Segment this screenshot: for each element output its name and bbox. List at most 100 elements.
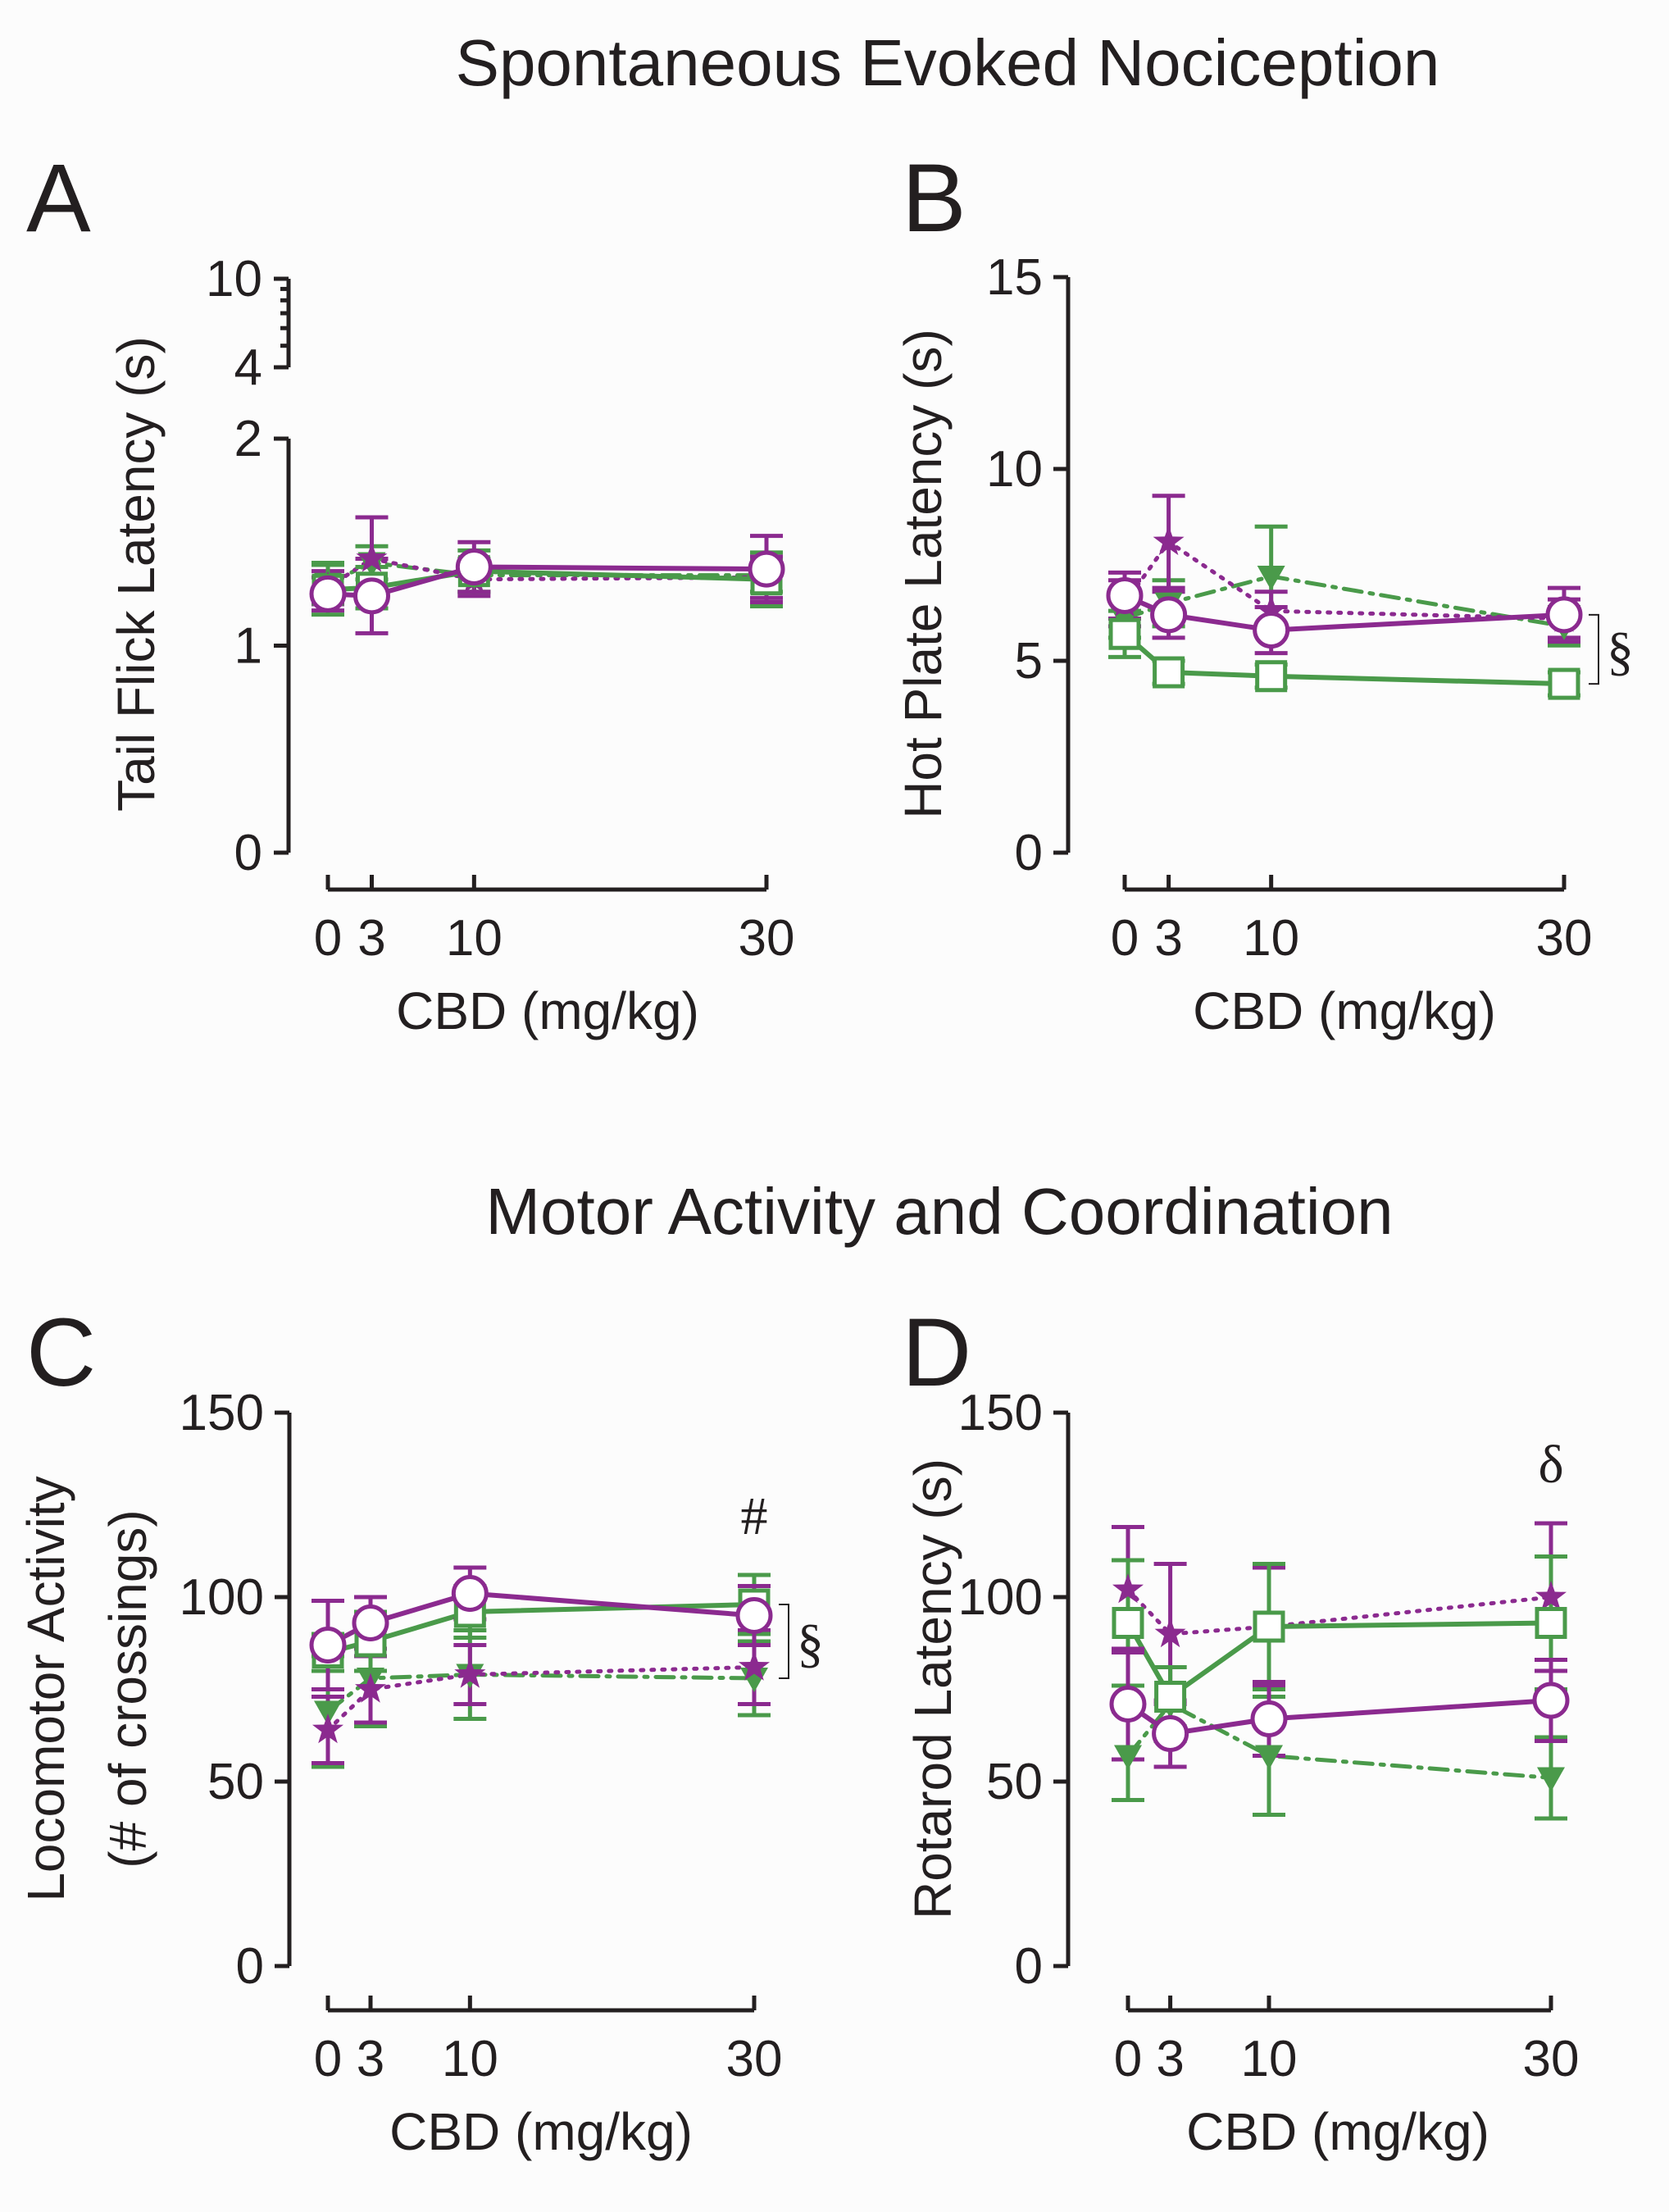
data-point-purple_circle [309, 575, 347, 612]
x-tick-label: 10 [1241, 2031, 1298, 2087]
data-point-purple_star [739, 1650, 770, 1681]
data-point-green_square [1253, 1610, 1285, 1643]
x-tick-label: 30 [739, 910, 795, 967]
y-tick-label: 100 [958, 1569, 1043, 1626]
data-point-green_square [1112, 1607, 1144, 1639]
significance-symbol: § [1607, 621, 1634, 681]
data-point-green_square [1255, 660, 1288, 693]
data-point-purple_circle [451, 1575, 489, 1612]
section-title-motor: Motor Activity and Coordination [485, 1175, 1393, 1248]
x-tick-label: 0 [314, 910, 342, 967]
data-point-green_triangle [314, 1700, 342, 1726]
x-axis-title: CBD (mg/kg) [389, 2102, 693, 2161]
data-point-purple_circle [1109, 1686, 1147, 1723]
y-tick-label: 150 [958, 1385, 1043, 1441]
y-tick-label: 4 [234, 339, 262, 396]
data-point-green_square [1154, 1681, 1187, 1713]
significance-symbol: δ [1538, 1435, 1563, 1495]
data-point-purple_star [1112, 1573, 1144, 1604]
data-point-purple_star [1154, 1618, 1186, 1648]
series-line-green_triangle [1122, 574, 1567, 629]
series-line-purple_star [1126, 1587, 1553, 1636]
data-point-green_square [1548, 667, 1580, 700]
series-line-purple_star [325, 556, 769, 590]
y-axis-subtitle: (# of crossings) [98, 1509, 157, 1868]
data-point-green_square [1535, 1607, 1567, 1639]
data-point-purple_circle [1545, 596, 1583, 634]
data-point-purple_circle [735, 1597, 773, 1634]
data-point-purple_circle [748, 550, 785, 588]
data-point-purple_circle [1253, 612, 1290, 649]
series-line-green_triangle [325, 1672, 757, 1714]
y-tick-label: 10 [986, 441, 1043, 498]
y-axis-title: Tail Flick Latency (s) [107, 336, 166, 812]
y-tick-label: 0 [1015, 1938, 1043, 1995]
x-tick-label: 3 [1156, 2031, 1184, 2087]
series-line-purple_circle [325, 1591, 757, 1648]
data-point-green_triangle [1114, 1745, 1142, 1770]
data-point-green_square [1153, 656, 1185, 689]
series-line-purple_star [325, 1665, 757, 1732]
y-axis-title: Hot Plate Latency (s) [894, 329, 953, 819]
series-line-green_triangle [1126, 1701, 1553, 1780]
x-tick-label: 10 [1243, 910, 1299, 967]
x-tick-label: 0 [314, 2031, 342, 2087]
panel-letter-c: C [26, 1299, 96, 1407]
y-tick-label: 1 [234, 618, 262, 675]
data-point-purple_star [1255, 594, 1287, 625]
data-point-green_triangle [1537, 1767, 1565, 1792]
data-point-purple_star [454, 1658, 486, 1688]
series-line-green_square [325, 1602, 757, 1655]
series-line-green_square [1122, 631, 1567, 687]
significance-symbol: # [741, 1486, 768, 1546]
x-tick-label: 30 [1523, 2031, 1580, 2087]
data-point-green_triangle [1255, 1745, 1283, 1770]
y-tick-label: 5 [1015, 633, 1043, 690]
x-tick-label: 3 [357, 910, 385, 967]
x-tick-label: 10 [442, 2031, 498, 2087]
data-point-purple_star [312, 1714, 343, 1744]
y-tick-label: 50 [207, 1754, 264, 1810]
x-tick-label: 30 [1536, 910, 1593, 967]
data-point-purple_circle [1250, 1700, 1288, 1737]
series-line-purple_star [1122, 539, 1567, 621]
data-point-green_triangle [1257, 566, 1285, 591]
x-axis-title: CBD (mg/kg) [1193, 981, 1496, 1040]
data-point-purple_star [1535, 1581, 1567, 1611]
data-point-purple_circle [1106, 576, 1144, 614]
data-point-purple_circle [353, 577, 390, 615]
significance-symbol: § [797, 1613, 824, 1673]
y-tick-label: 10 [206, 251, 262, 307]
series-line-purple_circle [1122, 593, 1567, 633]
data-point-purple_circle [1152, 1715, 1189, 1752]
y-tick-label: 0 [234, 825, 262, 881]
significance-bracket [1589, 613, 1599, 685]
x-tick-label: 0 [1114, 2031, 1142, 2087]
y-tick-label: 50 [986, 1754, 1043, 1810]
data-point-purple_circle [309, 1627, 347, 1664]
data-point-purple_circle [1532, 1682, 1570, 1719]
panel-letter-a: A [26, 144, 91, 253]
data-point-purple_star [1153, 525, 1185, 556]
y-tick-label: 100 [180, 1569, 264, 1626]
x-tick-label: 10 [446, 910, 503, 967]
x-axis-title: CBD (mg/kg) [396, 981, 699, 1040]
panel-letter-d: D [902, 1299, 971, 1407]
panel-letter-b: B [902, 144, 966, 253]
y-tick-label: 0 [1015, 825, 1043, 881]
y-axis-title: Locomotor Activity [16, 1476, 75, 1901]
section-title-nociception: Spontaneous Evoked Nociception [456, 26, 1440, 99]
series-line-purple_circle [1126, 1698, 1553, 1736]
data-point-purple_star [356, 542, 388, 572]
x-axis-title: CBD (mg/kg) [1186, 2102, 1489, 2161]
data-point-green_square [1108, 617, 1141, 650]
x-tick-label: 3 [1154, 910, 1182, 967]
data-point-purple_star [355, 1673, 386, 1703]
data-point-purple_circle [1150, 596, 1188, 634]
y-tick-label: 150 [180, 1385, 264, 1441]
